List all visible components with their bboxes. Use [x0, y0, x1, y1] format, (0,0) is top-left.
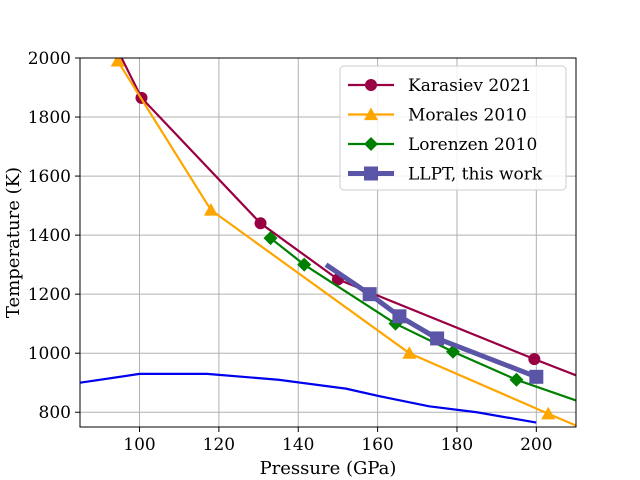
legend-label: Morales 2010	[408, 106, 527, 126]
data-point	[297, 257, 312, 272]
data-point	[529, 369, 544, 384]
y-axis-label: Temperature (K)	[3, 167, 24, 318]
series-morales-2010	[110, 58, 576, 427]
legend-marker	[364, 166, 378, 181]
legend-marker	[365, 79, 377, 91]
series-line	[324, 262, 538, 380]
y-tick-label: 1200	[28, 285, 71, 305]
data-point	[402, 346, 417, 359]
data-point	[362, 287, 377, 302]
data-point	[509, 372, 524, 387]
series-llpt-this-work	[324, 262, 544, 384]
y-tick-label: 1600	[28, 167, 71, 187]
data-point	[430, 331, 445, 346]
series-line	[120, 58, 576, 377]
series-unlabeled-curve	[80, 372, 537, 424]
x-axis-label: Pressure (GPa)	[260, 458, 397, 479]
data-point	[254, 217, 267, 230]
y-tick-label: 2000	[28, 49, 71, 69]
x-tick-label: 180	[441, 435, 473, 455]
y-tick-label: 1400	[28, 226, 71, 246]
data-point	[110, 58, 125, 67]
data-point	[541, 406, 556, 420]
data-point	[263, 231, 278, 246]
series-layer	[80, 58, 576, 427]
legend-entry: Karasiev 2021	[348, 76, 532, 96]
legend-label: Lorenzen 2010	[408, 135, 537, 155]
legend-label: LLPT, this work	[408, 165, 543, 185]
y-tick-label: 1800	[28, 108, 71, 128]
series-line	[80, 372, 537, 424]
legend-box	[339, 65, 567, 191]
legend-marker	[364, 137, 378, 151]
x-tick-label: 200	[520, 435, 552, 455]
data-point	[528, 353, 541, 366]
y-tick-label: 1000	[28, 344, 71, 364]
legend-entry: Lorenzen 2010	[348, 135, 537, 155]
tick-layer: 100 120 140 160 180 200 800 1000 1200 1400 1600 180…	[28, 49, 553, 455]
series-line	[269, 237, 576, 402]
data-point	[203, 203, 218, 216]
y-tick-label: 800	[39, 403, 71, 423]
legend-label: Karasiev 2021	[408, 76, 532, 96]
legend-marker	[364, 107, 378, 121]
x-tick-label: 160	[361, 435, 393, 455]
plot-frame	[79, 57, 577, 428]
x-tick-label: 100	[123, 435, 155, 455]
x-tick-label: 120	[203, 435, 235, 455]
legend-entry: Morales 2010	[348, 106, 527, 126]
legend: Karasiev 2021 Morales 2010 Lorenzen 2010 LL…	[339, 65, 567, 191]
data-point	[392, 309, 407, 324]
x-tick-label: 140	[282, 435, 314, 455]
legend-entry: LLPT, this work	[348, 165, 543, 185]
